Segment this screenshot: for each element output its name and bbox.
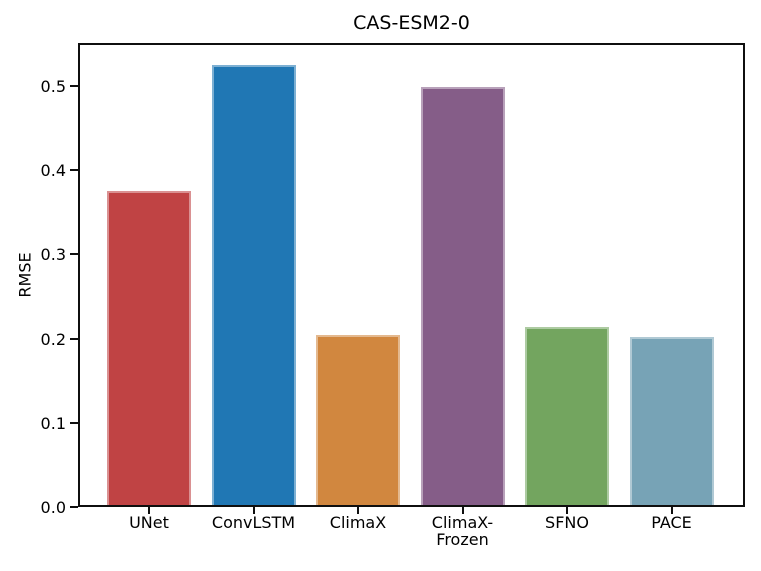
x-tick-label-unet: UNet [129,513,169,532]
y-axis-label: RMSE [15,252,35,298]
x-tick-label-pace: PACE [651,513,692,532]
x-tick-mark [566,507,568,514]
bar-pace [629,337,714,505]
y-tick-label: 0.1 [40,413,66,433]
x-tick-mark [670,507,673,514]
y-tick-label: 0.0 [40,498,66,517]
chart-title: CAS-ESM2-0 [353,12,470,34]
y-tick-label: 0.4 [40,161,66,181]
bar-climax [316,335,400,505]
x-tick-label-sfno: SFNO [545,513,589,532]
y-tick-mark [70,506,78,508]
y-tick-mark [70,169,78,172]
x-tick-label-climax: ClimaX [329,513,387,532]
y-tick-mark [70,85,78,87]
x-tick-mark [461,507,464,514]
x-tick-mark [148,507,150,514]
y-tick-mark [70,253,78,256]
bar-climax-frozen [420,87,505,505]
y-tick-mark [70,337,78,340]
x-tick-mark [252,507,255,514]
x-tick-label-climax-frozen: ClimaX- Frozen [431,513,494,549]
y-tick-label: 0.3 [40,245,66,265]
bar-sfno [525,327,609,505]
bars-container [80,45,743,505]
bar-unet [107,191,191,505]
bar-convlstm [211,65,296,505]
y-tick-label: 0.5 [40,77,66,96]
x-tick-mark [357,507,359,514]
plot-area [78,43,745,507]
y-tick-label: 0.2 [40,329,66,349]
y-tick-mark [70,421,78,424]
x-tick-label-convlstm: ConvLSTM [211,513,296,532]
